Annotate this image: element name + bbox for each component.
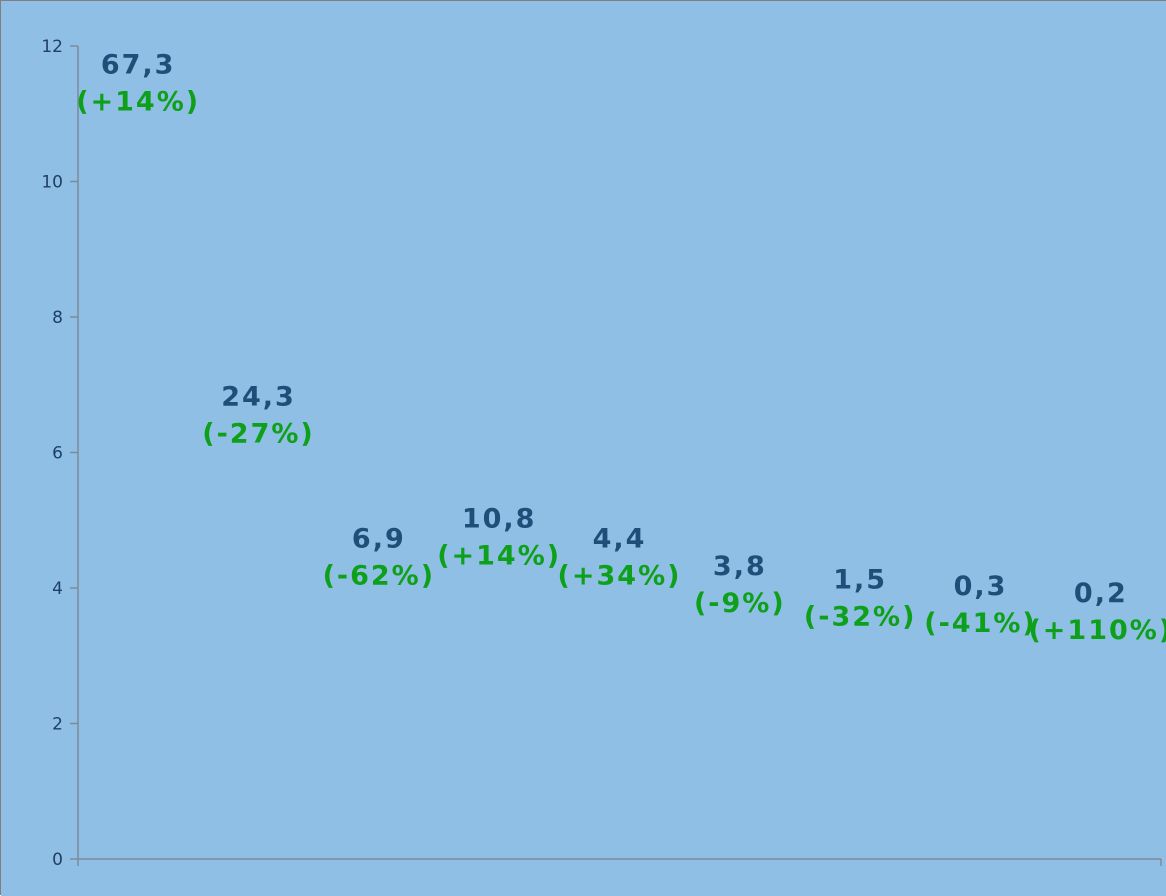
value-label: 67,3 — [101, 49, 176, 80]
axes: 0 2 4 6 8 10 12 — [41, 37, 1162, 870]
value-label: 1,5 — [833, 564, 887, 595]
change-label: (+14%) — [76, 86, 200, 117]
value-label: 0,3 — [954, 571, 1008, 602]
value-label: 0,2 — [1074, 578, 1128, 609]
y-tick-label: 8 — [52, 308, 63, 328]
value-label: 4,4 — [593, 524, 647, 555]
change-label: (-62%) — [323, 561, 436, 592]
change-label: (-41%) — [924, 608, 1037, 639]
value-label: 3,8 — [713, 551, 767, 582]
change-label: (-9%) — [694, 588, 786, 619]
change-label: (+110%) — [1028, 615, 1166, 646]
value-label: 10,8 — [462, 503, 537, 534]
data-labels: 67,3 (+14%) 24,3 (-27%) 6,9 (-62%) 10,8 (+14%) 4… — [76, 49, 1166, 645]
value-label: 6,9 — [352, 524, 406, 555]
value-label: 24,3 — [221, 381, 296, 412]
change-label: (-32%) — [804, 601, 917, 632]
y-tick-label: 6 — [52, 444, 63, 464]
y-tick-label: 0 — [52, 850, 63, 870]
change-label: (+14%) — [437, 540, 561, 571]
change-label: (-27%) — [202, 418, 315, 449]
y-tick-label: 10 — [41, 173, 63, 193]
y-tick-label: 2 — [52, 715, 63, 735]
y-tick-label: 4 — [52, 579, 63, 599]
change-label: (+34%) — [558, 561, 682, 592]
y-tick-label: 12 — [41, 37, 63, 57]
